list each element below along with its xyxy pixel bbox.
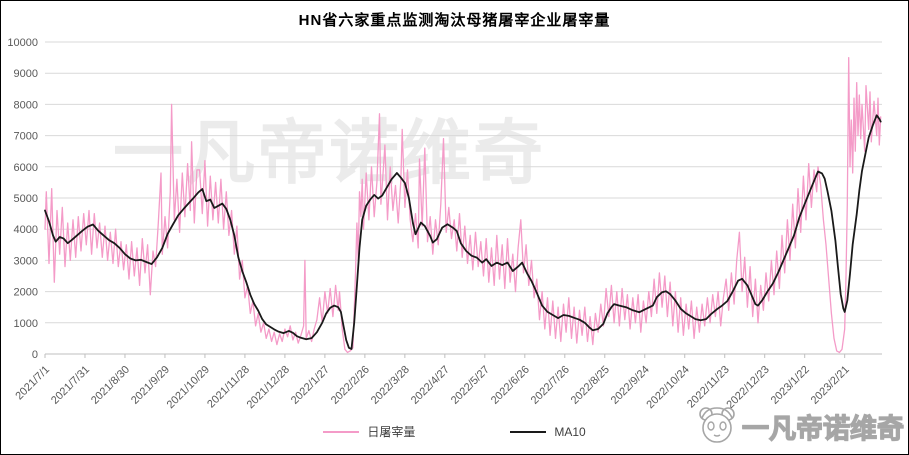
- x-tick-label: 2022/10/24: [644, 364, 691, 411]
- y-tick-label: 0: [32, 349, 38, 361]
- x-tick-label: 2021/7/31: [49, 364, 92, 407]
- legend-item-ma10: MA10: [510, 424, 586, 439]
- x-tick-label: 2022/12/23: [724, 364, 771, 411]
- x-tick-label: 2021/7/1: [13, 364, 52, 403]
- x-tick-label: 2022/8/25: [569, 364, 612, 407]
- legend-item-daily: 日屠宰量: [323, 423, 415, 440]
- y-tick-label: 3000: [14, 255, 38, 267]
- x-tick-label: 2021/12/28: [245, 364, 292, 411]
- y-tick-label: 6000: [14, 162, 38, 174]
- y-tick-label: 5000: [14, 193, 38, 205]
- ma10-series-line: [44, 114, 882, 350]
- daily-series-line: [44, 56, 882, 354]
- x-tick-label: 2022/3/28: [369, 364, 412, 407]
- x-tick-label: 2023/1/22: [769, 364, 812, 407]
- gridlines: [45, 41, 882, 355]
- x-tick-label: 2022/4/27: [409, 364, 452, 407]
- y-axis-labels: 0 1000 2000 3000 4000 5000 6000 7000 8000 9000 100…: [7, 37, 38, 361]
- legend-label-ma10: MA10: [554, 424, 586, 439]
- x-tick-label: 2022/5/27: [449, 364, 492, 407]
- x-tick-label: 2021/10/29: [165, 364, 212, 411]
- legend-label-daily: 日屠宰量: [367, 425, 416, 439]
- y-tick-label: 1000: [14, 318, 38, 330]
- ma10-series-swatch: [510, 430, 547, 433]
- daily-series-swatch: [323, 430, 360, 433]
- y-tick-label: 10000: [7, 37, 38, 49]
- chart-title: HN省六家重点监测淘汰母猪屠宰企业屠宰量: [298, 12, 611, 29]
- y-tick-label: 4000: [14, 224, 38, 236]
- y-tick-label: 2000: [14, 287, 38, 299]
- x-axis-labels: 2021/7/12021/7/312021/8/302021/9/292021/…: [13, 354, 852, 411]
- y-tick-label: 9000: [14, 68, 38, 80]
- y-tick-label: 7000: [14, 131, 38, 143]
- x-tick-label: 2022/2/26: [329, 364, 372, 407]
- x-tick-label: 2022/6/26: [489, 364, 532, 407]
- y-tick-label: 8000: [14, 99, 38, 111]
- x-tick-label: 2023/2/21: [809, 364, 852, 407]
- x-tick-label: 2022/7/26: [529, 364, 572, 407]
- legend: 日屠宰量 MA10: [1, 423, 908, 440]
- x-tick-label: 2021/8/30: [89, 364, 132, 407]
- x-tick-label: 2022/1/27: [289, 364, 332, 407]
